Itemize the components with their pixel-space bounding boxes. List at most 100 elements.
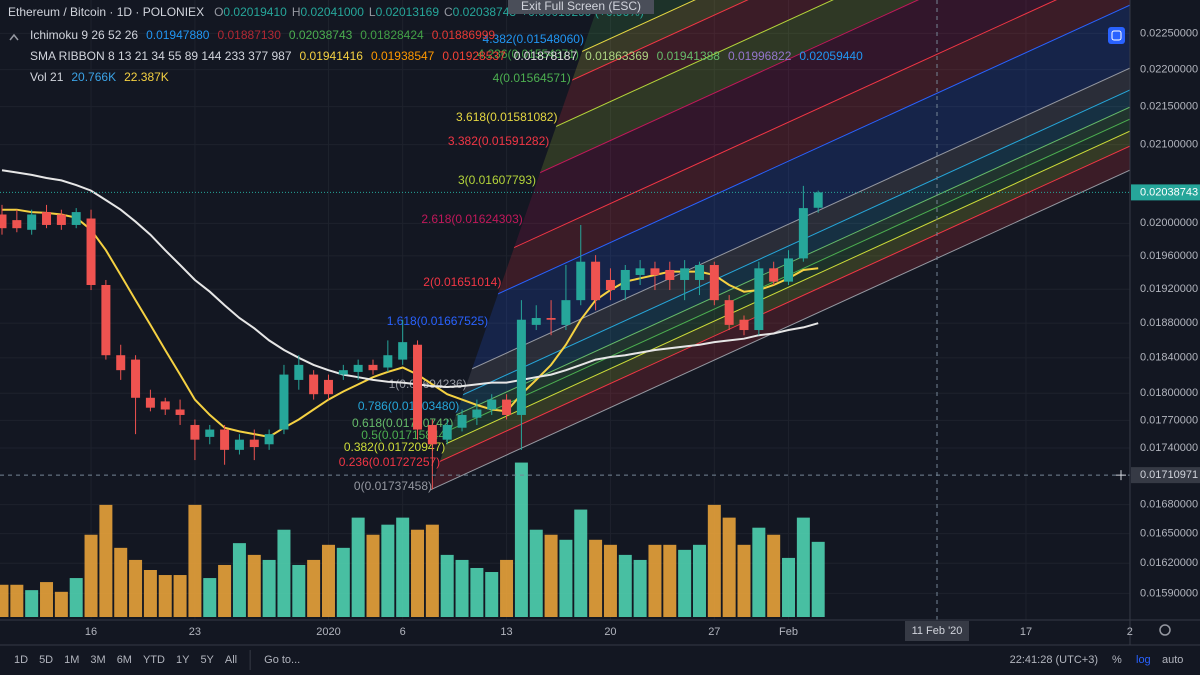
volume-bar — [440, 554, 454, 617]
volume-bar — [678, 549, 692, 617]
gear-icon[interactable] — [1159, 624, 1171, 636]
y-tick-label: 0.01590000 — [1140, 587, 1198, 599]
candle-body — [249, 439, 259, 448]
volume-bar — [381, 524, 395, 617]
candle-body — [739, 319, 749, 331]
y-tick-label: 0.01880000 — [1140, 317, 1198, 329]
symbol-title: Ethereum / Bitcoin · 1D · POLONIEX — [8, 5, 204, 19]
candle-body — [561, 300, 571, 325]
volume-bar — [514, 462, 528, 617]
range-button[interactable]: 1M — [64, 654, 79, 666]
ohlc-key: L — [369, 5, 376, 19]
candle-body — [784, 258, 794, 282]
fib-band — [430, 5, 1130, 389]
fib-label: 0.618(0.01710742) — [352, 416, 453, 430]
indicator-value: 0.01863369 — [585, 49, 649, 63]
ohlc-value: 0.02013169 — [376, 5, 440, 19]
auto-toggle[interactable]: auto — [1162, 654, 1183, 666]
legend-header: Ethereum / Bitcoin · 1D · POLONIEX O 0.020… — [8, 0, 863, 84]
x-tick-label: Feb — [779, 626, 798, 638]
volume-bar — [500, 559, 514, 617]
fib-line — [430, 118, 1130, 440]
percent-toggle[interactable]: % — [1112, 654, 1122, 666]
y-tick-label: 0.01620000 — [1140, 557, 1198, 569]
fib-band — [430, 0, 1130, 286]
last-price-label: 0.02038743 — [1140, 186, 1198, 198]
log-toggle[interactable]: log — [1136, 654, 1151, 666]
candle-body — [234, 439, 244, 450]
fib-line — [430, 145, 1130, 467]
candle-body — [86, 218, 96, 285]
range-button[interactable]: 1Y — [176, 654, 190, 666]
indicator-value: 0.01941388 — [657, 49, 721, 63]
candle-body — [769, 268, 779, 282]
candle-body — [12, 220, 22, 229]
volume-bar — [782, 557, 796, 617]
indicator-line — [1, 169, 819, 389]
y-tick-label: 0.02250000 — [1140, 27, 1198, 39]
volume-bar — [603, 544, 617, 617]
candle-body — [680, 268, 690, 280]
volume-bar — [129, 559, 143, 617]
range-button[interactable]: 1D — [14, 654, 28, 666]
range-button[interactable]: YTD — [143, 654, 165, 666]
range-button[interactable]: All — [225, 654, 237, 666]
candle-body — [220, 429, 230, 450]
range-button[interactable]: 3M — [90, 654, 105, 666]
volume-bar — [529, 529, 543, 617]
volume-bar — [99, 504, 113, 617]
candle-body — [516, 319, 526, 415]
indicator-value: 0.01996822 — [728, 49, 792, 63]
candle-body — [145, 397, 155, 408]
settings-icon[interactable] — [1108, 27, 1125, 44]
x-tick-label: 16 — [85, 626, 97, 638]
candle-body — [294, 364, 304, 380]
candle-body — [665, 269, 675, 280]
last-price-box — [1131, 184, 1200, 201]
volume-bar — [336, 547, 350, 617]
range-button[interactable]: 5Y — [200, 654, 214, 666]
fib-label: 1.618(0.01667525) — [387, 314, 488, 328]
exit-fullscreen[interactable]: Exit Full Screen (ESC) — [521, 0, 641, 13]
y-tick-label: 0.02150000 — [1140, 101, 1198, 113]
ohlc-key: C — [444, 5, 453, 19]
volume-bar — [25, 590, 39, 617]
fib-label: 3(0.01607793) — [458, 173, 536, 187]
range-button[interactable]: 6M — [117, 654, 132, 666]
ohlc-value: 0.02019410 — [223, 5, 287, 19]
fib-label: 0.382(0.01720947) — [344, 440, 445, 454]
candle-body — [546, 318, 556, 320]
range-button[interactable]: 5D — [39, 654, 53, 666]
volume-bar — [218, 564, 232, 617]
volume-bar — [69, 578, 83, 617]
candle-body — [724, 300, 734, 325]
x-tick-label: 17 — [1020, 626, 1032, 638]
fib-band — [430, 0, 1130, 325]
ohlc-key: H — [292, 5, 301, 19]
candle-body — [709, 265, 719, 301]
candle-body — [323, 379, 333, 395]
y-tick-label: 0.01840000 — [1140, 352, 1198, 364]
candle-body — [472, 409, 482, 418]
volume-bar — [707, 504, 721, 617]
volume-bar — [767, 534, 781, 617]
volume-bar — [589, 539, 603, 617]
fib-line — [430, 89, 1130, 411]
candle-body — [264, 434, 274, 445]
volume-bar — [692, 544, 706, 617]
indicator-value: 0.01941416 — [300, 49, 364, 63]
y-tick-label: 0.01770000 — [1140, 414, 1198, 426]
volume-bar — [425, 524, 439, 617]
volume-bar — [633, 559, 647, 617]
volume-bar — [321, 544, 335, 617]
collapse-icon[interactable] — [9, 33, 19, 41]
fib-band — [430, 0, 1130, 146]
indicator-value: 20.766K — [71, 70, 116, 84]
volume-bar — [188, 504, 202, 617]
exit-fullscreen-box[interactable] — [508, 0, 654, 14]
goto-button[interactable]: Go to... — [264, 654, 300, 666]
candle-body — [205, 429, 215, 437]
indicator-name: Ichimoku 9 26 52 26 — [30, 28, 138, 42]
candle-body — [457, 414, 467, 428]
fib-band — [430, 107, 1130, 440]
